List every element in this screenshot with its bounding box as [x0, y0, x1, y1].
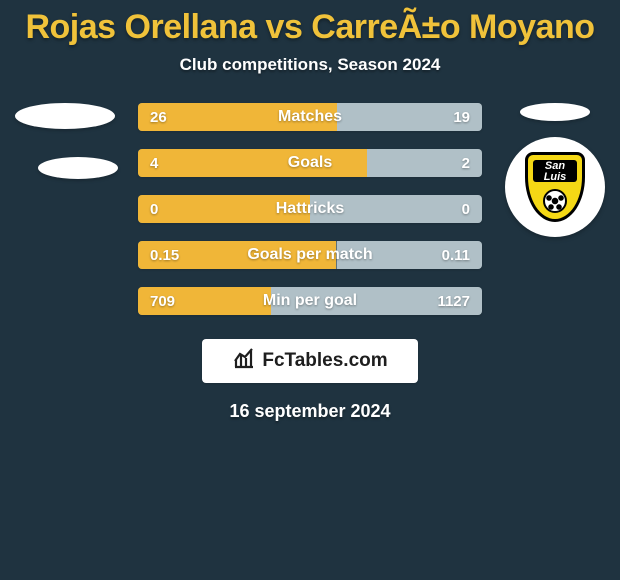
page-title: Rojas Orellana vs CarreÃ±o Moyano: [0, 8, 620, 47]
shield-icon: San Luis: [525, 152, 585, 222]
bar-fill-right: [337, 103, 482, 131]
bar-fill-left: [138, 195, 310, 223]
stat-row-3: 0.15Goals per match0.11: [138, 241, 482, 269]
main-area: San Luis 26Matches19 4Goals2 0Hattricks0 0.…: [0, 103, 620, 315]
soccer-ball-icon: [543, 189, 567, 213]
bar-fill-left: [138, 149, 367, 177]
san-luis-badge: San Luis: [505, 137, 605, 237]
subtitle: Club competitions, Season 2024: [0, 55, 620, 75]
bar-fill-right: [271, 287, 482, 315]
shield-text-line2: Luis: [544, 171, 567, 183]
stat-row-2: 0Hattricks0: [138, 195, 482, 223]
stat-row-1: 4Goals2: [138, 149, 482, 177]
left-ellipse-1: [15, 103, 115, 129]
comparison-card: Rojas Orellana vs CarreÃ±o Moyano Club c…: [0, 0, 620, 580]
date-text: 16 september 2024: [0, 401, 620, 422]
bar-fill-right: [310, 195, 482, 223]
left-badge-column: [10, 103, 120, 207]
right-ellipse-1: [520, 103, 590, 121]
bar-chart-icon: [232, 346, 256, 376]
stats-bars: 26Matches19 4Goals2 0Hattricks0 0.15Goals p…: [138, 103, 482, 315]
footer-brand-text: FcTables.com: [262, 350, 387, 372]
stat-row-0: 26Matches19: [138, 103, 482, 131]
bar-fill-right: [367, 149, 482, 177]
bar-fill-left: [138, 241, 336, 269]
bar-fill-left: [138, 287, 271, 315]
bar-fill-left: [138, 103, 337, 131]
left-ellipse-2: [38, 157, 118, 179]
stat-row-4: 709Min per goal1127: [138, 287, 482, 315]
bar-fill-right: [337, 241, 483, 269]
footer-brand[interactable]: FcTables.com: [202, 339, 418, 383]
right-badge-column: San Luis: [500, 103, 610, 237]
